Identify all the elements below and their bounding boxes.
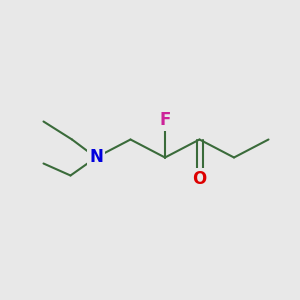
Text: O: O	[192, 169, 207, 188]
Text: N: N	[89, 148, 103, 166]
Text: F: F	[159, 111, 171, 129]
